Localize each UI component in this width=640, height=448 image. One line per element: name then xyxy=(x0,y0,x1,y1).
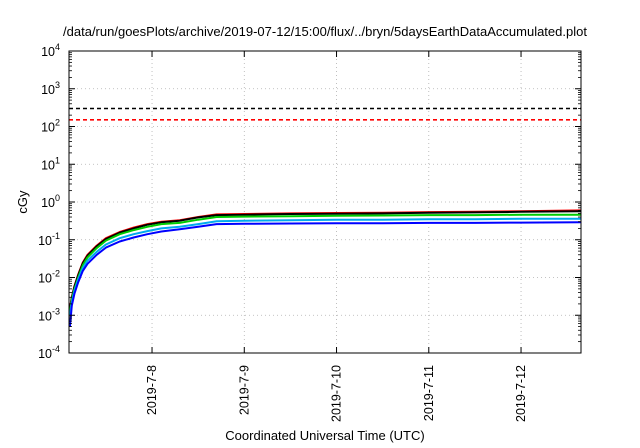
x-tick-label: 2019-7-9 xyxy=(237,365,251,415)
y-tick-label: 10-4 xyxy=(38,344,60,361)
x-tick-label: 2019-7-12 xyxy=(514,365,528,422)
y-axis-label: cGy xyxy=(15,190,30,214)
y-tick-label: 103 xyxy=(41,80,60,97)
series-line xyxy=(68,213,581,313)
y-tick-label: 10-1 xyxy=(38,231,60,248)
x-tick-label: 2019-7-10 xyxy=(330,365,344,422)
chart-title: /data/run/goesPlots/archive/2019-07-12/1… xyxy=(63,24,587,39)
x-axis-label: Coordinated Universal Time (UTC) xyxy=(225,428,424,443)
series-line xyxy=(68,221,582,327)
y-tick-label: 10-3 xyxy=(38,306,60,323)
y-axis-ticks: 10-4 10-3 10-2 10-1 100 101 102 103 104 xyxy=(38,42,581,361)
data-series xyxy=(68,209,582,327)
grid xyxy=(69,51,581,353)
x-tick-label: 2019-7-11 xyxy=(422,365,436,421)
x-tick-label: 2019-7-8 xyxy=(145,365,159,415)
y-tick-label: 102 xyxy=(41,118,60,135)
y-tick-label: 104 xyxy=(41,42,60,59)
y-tick-label: 101 xyxy=(41,155,60,172)
y-tick-label: 100 xyxy=(41,193,60,210)
y-tick-label: 10-2 xyxy=(38,269,60,286)
series-line xyxy=(68,217,581,316)
x-axis-ticks: 2019-7-8 2019-7-9 2019-7-10 2019-7-11 2019-7… xyxy=(145,51,528,422)
threshold-lines xyxy=(69,107,581,121)
